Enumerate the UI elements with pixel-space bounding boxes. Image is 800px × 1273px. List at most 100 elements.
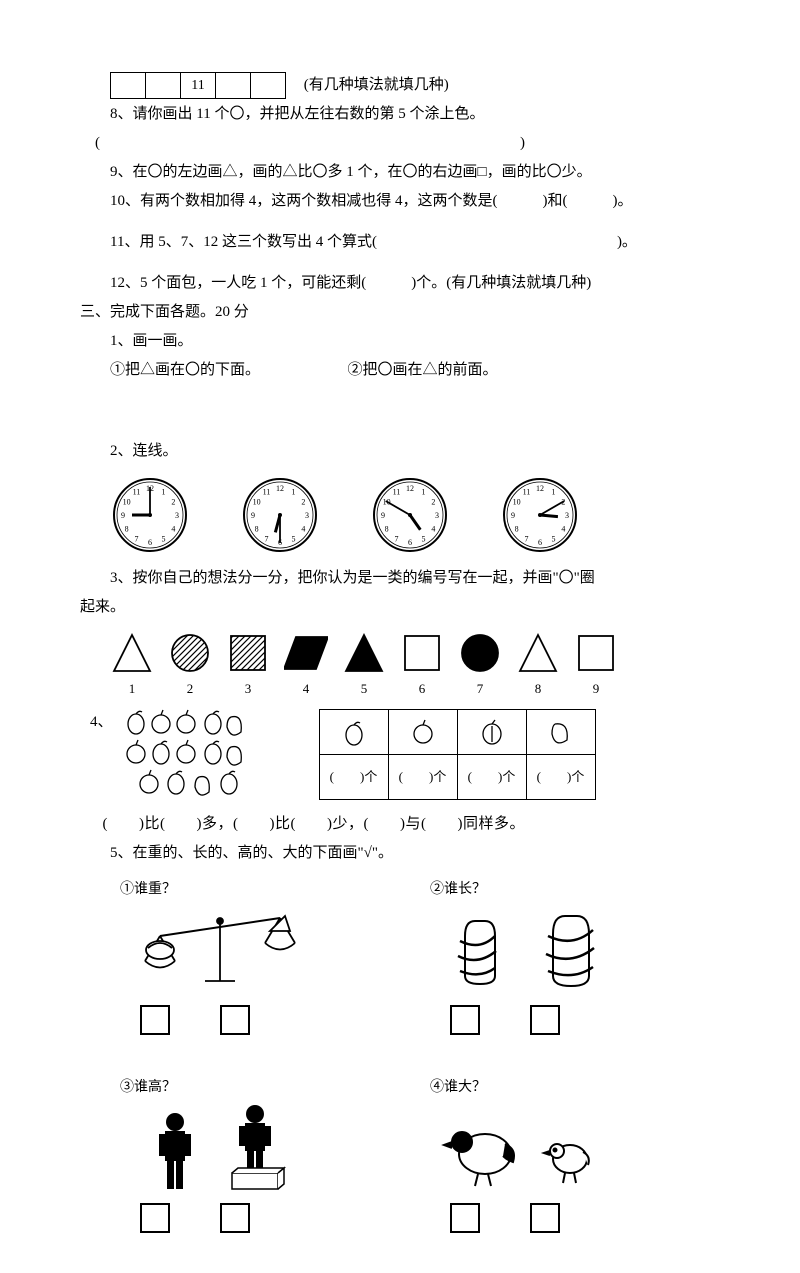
shape-item: 5 [342,631,386,700]
svg-text:9: 9 [381,511,385,520]
svg-text:1: 1 [422,488,426,497]
svg-text:7: 7 [395,535,399,544]
shape-item: 2 [168,631,212,700]
count-cell[interactable]: ( )个 [457,754,526,799]
checkbox[interactable] [530,1005,560,1035]
svg-text:3: 3 [305,511,309,520]
svg-text:7: 7 [265,535,269,544]
svg-text:2: 2 [171,498,175,507]
checkbox[interactable] [220,1005,250,1035]
q4-label: 4、 [90,709,113,736]
q4-wrap: 4、 ( )个 [90,709,740,809]
shape-item: 7 [458,631,502,700]
count-cell[interactable]: ( )个 [526,754,595,799]
shape-item: 9 [574,631,618,700]
svg-text:2: 2 [431,498,435,507]
pear-icon [342,718,366,746]
compare-height: ③谁高？ [120,1075,340,1233]
apple-icon [411,718,435,746]
svg-text:5: 5 [422,535,426,544]
svg-text:9: 9 [121,511,125,520]
svg-text:5: 5 [552,535,556,544]
compare-title: ①谁重？ [120,877,340,902]
q8: 8、请你画出 11 个〇，并把从左往右数的第 5 个涂上色。 [80,101,740,128]
chickens-illustration [430,1104,630,1199]
compare-length: ②谁长？ [430,877,650,1035]
shape-item: 3 [226,631,270,700]
svg-text:12: 12 [536,484,544,493]
svg-text:10: 10 [253,498,261,507]
svg-text:6: 6 [538,538,542,547]
svg-text:11: 11 [133,488,141,497]
svg-text:4: 4 [301,525,305,534]
svg-text:3: 3 [175,511,179,520]
svg-text:10: 10 [513,498,521,507]
svg-text:4: 4 [561,525,565,534]
svg-text:12: 12 [406,484,414,493]
svg-text:1: 1 [162,488,166,497]
svg-text:9: 9 [511,511,515,520]
s3-q1b: ②把〇画在△的前面。 [348,362,498,378]
svg-text:1: 1 [552,488,556,497]
svg-text:8: 8 [515,525,519,534]
table-row: 11 (有几种填法就填几种) [80,72,740,99]
clock-icon: 123456789101112 [500,475,580,555]
svg-text:6: 6 [148,538,152,547]
svg-text:8: 8 [125,525,129,534]
balance-illustration [120,906,320,1001]
compare-row: ①谁重？ ②谁长？ [120,877,740,1233]
s3-q1: 1、画一画。 [80,328,740,355]
svg-text:11: 11 [393,488,401,497]
count-cell[interactable]: ( )个 [388,754,457,799]
fill-table[interactable]: 11 [110,72,286,99]
q12: 12、5 个面包，一人吃 1 个，可能还剩( )个。(有几种填法就填几种) [80,270,740,297]
s3-q3b: 起来。 [80,594,740,621]
svg-text:11: 11 [263,488,271,497]
count-cell[interactable]: ( )个 [319,754,388,799]
svg-text:1: 1 [292,488,296,497]
svg-text:10: 10 [123,498,131,507]
clock-icon: 123456789101112 [240,475,320,555]
svg-text:2: 2 [301,498,305,507]
clock-icon: 123456789101112 [110,475,190,555]
svg-text:7: 7 [135,535,139,544]
shape-item: 6 [400,631,444,700]
svg-text:5: 5 [292,535,296,544]
compare-title: ②谁长？ [430,877,650,902]
svg-text:8: 8 [255,525,259,534]
svg-text:4: 4 [171,525,175,534]
svg-text:8: 8 [385,525,389,534]
checkbox[interactable] [450,1005,480,1035]
q4-compare-line: ( )比( )多，( )比( )少，( )与( )同样多。 [80,811,740,838]
people-illustration [120,1104,320,1199]
checkbox[interactable] [220,1203,250,1233]
shape-item: 8 [516,631,560,700]
checkbox[interactable] [450,1203,480,1233]
peach-icon [480,718,504,746]
compare-title: ③谁高？ [120,1075,340,1100]
shape-item: 4 [284,631,328,700]
checkbox[interactable] [530,1203,560,1233]
checkbox[interactable] [140,1005,170,1035]
compare-size: ④谁大？ [430,1075,650,1233]
shapes-row: 1 2 3 4 5 6 7 8 9 [110,631,740,700]
s3-q5: 5、在重的、长的、高的、大的下面画"√"。 [80,840,740,867]
compare-weight: ①谁重？ [120,877,340,1035]
s3-q2: 2、连线。 [80,438,740,465]
s3-q1a: ①把△画在〇的下面。 [110,362,260,378]
q11: 11、用 5、7、12 这三个数写出 4 个算式( )。 [80,229,740,256]
table-note: (有几种填法就填几种) [304,77,449,93]
checkbox[interactable] [140,1203,170,1233]
svg-text:3: 3 [565,511,569,520]
svg-text:6: 6 [408,538,412,547]
fruits-illustration [121,709,311,809]
svg-text:7: 7 [525,535,529,544]
svg-text:9: 9 [251,511,255,520]
q8-blank[interactable]: ( ) [80,130,740,157]
svg-text:4: 4 [431,525,435,534]
q10: 10、有两个数相加得 4，这两个数相减也得 4，这两个数是( )和( )。 [80,188,740,215]
count-table[interactable]: ( )个 ( )个 ( )个 ( )个 [319,709,596,800]
clock-icon: 123456789101112 [370,475,450,555]
shape-item: 1 [110,631,154,700]
banana-icon [549,718,573,746]
